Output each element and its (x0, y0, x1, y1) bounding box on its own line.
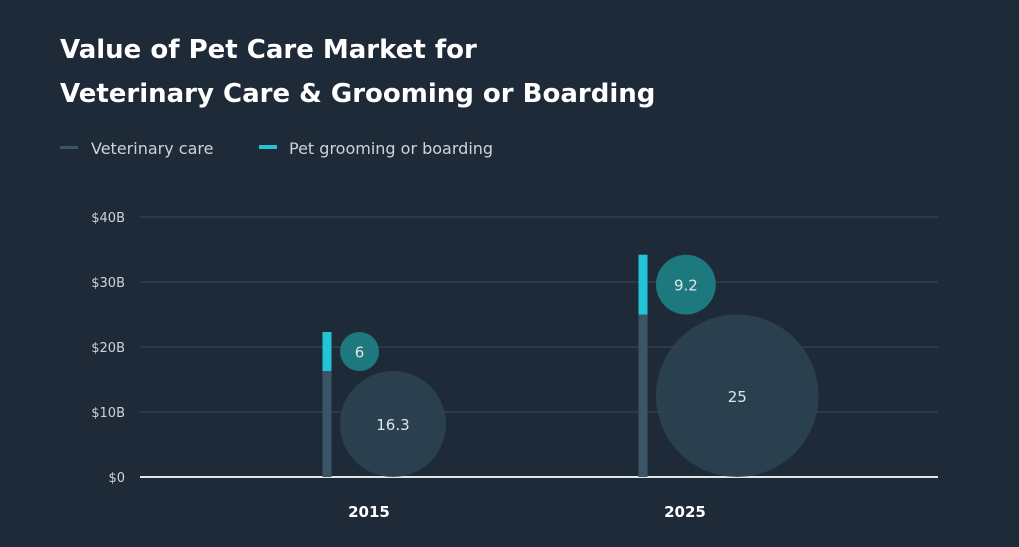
data-label: 9.2 (674, 277, 698, 295)
legend-label-pet-grooming: Pet grooming or boarding (289, 139, 493, 158)
bar (638, 314, 648, 477)
value-labels: 16.3 6 25 9.2 (355, 277, 747, 434)
value-bubbles (340, 254, 819, 477)
y-tick-label: $10B (91, 406, 125, 421)
legend-swatch-pet-grooming (259, 145, 277, 149)
data-label: 25 (728, 388, 747, 406)
bar (638, 254, 648, 315)
gridlines (140, 216, 938, 478)
chart-title-line-1: Value of Pet Care Market for (60, 35, 477, 65)
value-bubble (340, 332, 379, 372)
legend-label-veterinary-care: Veterinary care (91, 139, 213, 158)
x-tick-label: 2025 (664, 503, 706, 521)
y-tick-label: $30B (91, 276, 125, 291)
legend-swatch-veterinary-care (60, 146, 78, 149)
legend: Veterinary care Pet grooming or boarding (60, 139, 493, 158)
x-tick-label: 2015 (348, 503, 390, 521)
bars (322, 254, 648, 477)
y-axis-labels: $0 $10B $20B $30B $40B (91, 211, 125, 486)
x-axis-labels: 2015 2025 (348, 503, 706, 521)
data-label: 16.3 (376, 416, 409, 434)
value-bubble (656, 254, 716, 315)
data-label: 6 (355, 344, 365, 362)
bar (322, 332, 332, 372)
bar (322, 371, 332, 477)
y-tick-label: $40B (91, 211, 125, 226)
chart-title-line-2: Veterinary Care & Grooming or Boarding (60, 79, 655, 109)
value-bubble (340, 371, 446, 477)
y-tick-label: $0 (108, 471, 125, 486)
value-bubble (656, 314, 819, 477)
y-tick-label: $20B (91, 341, 125, 356)
